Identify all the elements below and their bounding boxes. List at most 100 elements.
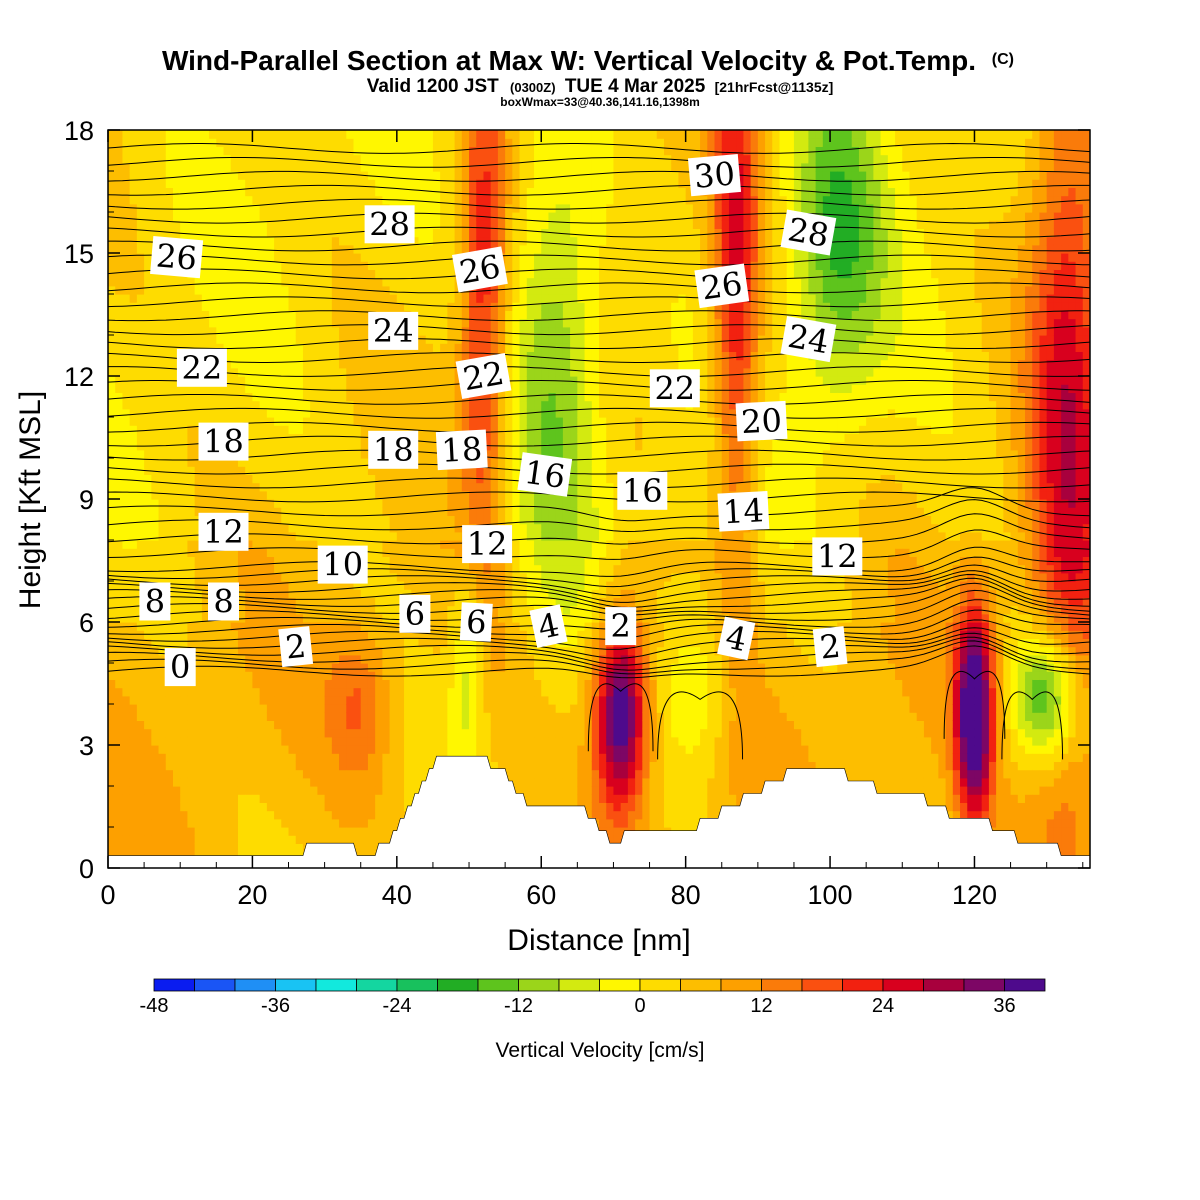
colorbar-bin <box>356 978 398 992</box>
contour-label: 18 <box>435 429 488 471</box>
terrain-mask <box>108 755 1090 868</box>
contour-label-text: 6 <box>405 595 425 633</box>
y-tick-label: 0 <box>79 854 94 884</box>
colorbar-tick-label: -12 <box>504 995 533 1017</box>
colorbar-bin <box>761 978 803 992</box>
contour-label: 0 <box>164 648 196 687</box>
contour-label-text: 26 <box>699 264 745 307</box>
contour-label: 28 <box>364 205 415 244</box>
contour-label: 16 <box>617 471 668 510</box>
colorbar-bin <box>234 978 276 992</box>
colorbar-bin <box>558 978 600 992</box>
contour-label: 4 <box>717 616 756 661</box>
contour-label: 4 <box>529 604 568 648</box>
y-tick-label: 18 <box>64 116 94 146</box>
contour-label-text: 6 <box>465 602 487 641</box>
colorbar-bin <box>153 978 195 992</box>
contour-label-text: 12 <box>203 513 244 551</box>
contour-label: 12 <box>462 525 513 564</box>
contour-label: 22 <box>455 352 512 400</box>
x-axis: 0 20 40 60 80 100 120 <box>100 130 1084 910</box>
x-tick-label: 120 <box>952 880 997 910</box>
contour-label-text: 24 <box>373 312 414 350</box>
y-axis-title: Height [Kft MSL] <box>14 391 47 609</box>
contour-label: 10 <box>317 545 368 584</box>
contour-label: 8 <box>208 582 239 621</box>
chart-title-text: Wind-Parallel Section at Max W: Vertical… <box>162 45 976 76</box>
contour-label-text: 24 <box>785 317 832 361</box>
colorbar: -48 -36 -24 -12 0 12 24 36 <box>140 978 1046 1017</box>
contour-label-text: 2 <box>284 627 308 667</box>
forecast-info: [21hrFcst@1135z] <box>715 79 834 95</box>
box-info-line: boxWmax=33@40.36,141.16,1398m <box>500 95 700 109</box>
colorbar-tick-label: 24 <box>872 995 894 1017</box>
x-tick-label: 20 <box>237 880 267 910</box>
contour-label-text: 22 <box>182 349 223 387</box>
x-tick-label: 0 <box>100 880 115 910</box>
colorbar-bin <box>720 978 762 992</box>
colorbar-bin <box>639 978 681 992</box>
colorbar-bin <box>1004 978 1046 992</box>
contour-label: 14 <box>717 491 770 532</box>
contour-label-text: 0 <box>170 648 190 686</box>
colorbar-tick-label: -36 <box>261 995 290 1017</box>
colorbar-bin <box>801 978 843 992</box>
contour-label-text: 12 <box>817 537 858 575</box>
contour-label: 26 <box>150 235 204 279</box>
contour-label-text: 18 <box>373 431 414 469</box>
colorbar-bin <box>477 978 519 992</box>
contour-label: 12 <box>198 512 249 551</box>
valid-time-line: Valid 1200 JST (0300Z) TUE 4 Mar 2025 [2… <box>367 76 834 97</box>
contour-label: 6 <box>459 602 493 642</box>
contour-label: 2 <box>278 626 314 668</box>
valid-utc: (0300Z) <box>510 80 556 95</box>
vertical-velocity-field <box>108 130 1090 868</box>
contour-label-text: 22 <box>460 354 507 398</box>
colorbar-bin <box>194 978 236 992</box>
contour-label: 28 <box>780 209 837 256</box>
contour-label-text: 26 <box>457 247 504 291</box>
colorbar-bin <box>437 978 479 992</box>
colorbar-bin <box>963 978 1005 992</box>
colorbar-tick-label: 12 <box>750 995 772 1017</box>
contour-label-text: 12 <box>467 525 508 563</box>
x-tick-label: 60 <box>526 880 556 910</box>
contour-label: 18 <box>198 422 249 461</box>
colorbar-bin <box>680 978 722 992</box>
contour-label-text: 22 <box>654 369 695 407</box>
colorbar-title: Vertical Velocity [cm/s] <box>496 1039 705 1062</box>
y-tick-label: 3 <box>79 731 94 761</box>
contour-label: 30 <box>687 153 742 197</box>
valid-prefix: Valid 1200 JST <box>367 76 499 97</box>
contour-label-text: 8 <box>145 583 165 621</box>
contour-label: 2 <box>605 607 637 646</box>
contour-label-text: 2 <box>818 627 842 667</box>
contour-label-text: 28 <box>785 210 832 254</box>
colorbar-bin <box>599 978 641 992</box>
y-tick-label: 15 <box>64 239 94 269</box>
contour-label: 24 <box>780 316 837 363</box>
colorbar-tick-label: 0 <box>634 995 645 1017</box>
colorbar-bin <box>923 978 965 992</box>
colorbar-bin <box>315 978 357 992</box>
contour-label-text: 2 <box>611 607 631 645</box>
valid-date: TUE 4 Mar 2025 <box>565 76 706 97</box>
contour-label: 20 <box>735 400 788 442</box>
colorbar-bin <box>842 978 884 992</box>
potential-temperature-contours <box>108 142 1090 760</box>
contour-label: 24 <box>368 311 419 350</box>
x-tick-label: 80 <box>671 880 701 910</box>
x-axis-title: Distance [nm] <box>507 924 690 957</box>
contour-label-text: 16 <box>522 453 568 496</box>
contour-label-text: 16 <box>622 472 663 510</box>
contour-label-text: 8 <box>213 583 233 621</box>
contour-label-text: 10 <box>322 546 363 584</box>
copyright-mark: (C) <box>992 51 1014 68</box>
contour-label-text: 28 <box>369 205 410 243</box>
y-axis: 0 3 6 9 12 15 18 <box>64 116 1090 884</box>
contour-label-text: 18 <box>203 423 244 461</box>
contour-label: 22 <box>649 369 700 408</box>
